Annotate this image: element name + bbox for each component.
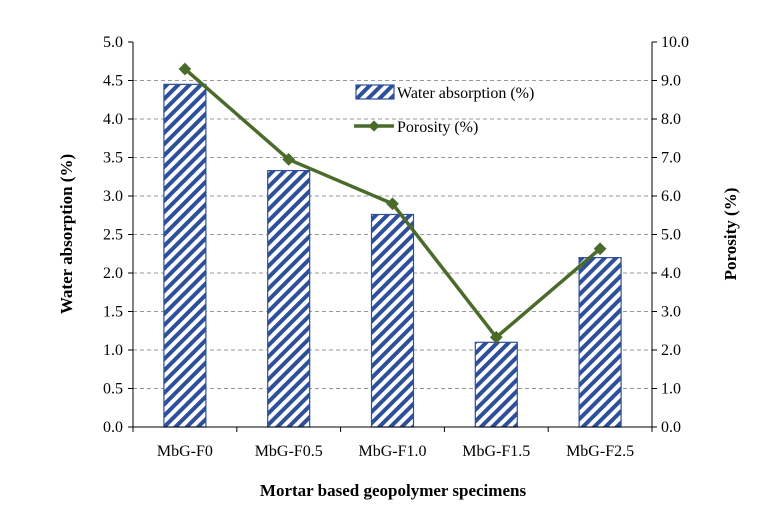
- y2-tick-label: 6.0: [661, 188, 681, 205]
- x-axis-title: Mortar based geopolymer specimens: [260, 481, 527, 500]
- data-point: [282, 153, 296, 166]
- legend-label-porosity: Porosity (%): [397, 119, 478, 136]
- x-tick-label: MbG-F1.0: [358, 443, 426, 460]
- y2-tick-label: 9.0: [661, 73, 681, 90]
- y-tick-label: 1.5: [103, 304, 123, 321]
- y-tick-label: 4.0: [103, 111, 123, 128]
- y2-tick-label: 2.0: [661, 342, 681, 359]
- y2-tick-label: 3.0: [661, 304, 681, 321]
- x-tick-label: MbG-F2.5: [566, 443, 634, 460]
- legend-swatch-water-absorption: [355, 84, 395, 100]
- y-tick-label: 0.0: [103, 419, 123, 436]
- y-tick-label: 2.5: [103, 227, 123, 244]
- y-axis-title: Water absorption (%): [57, 154, 76, 314]
- data-point: [489, 330, 503, 344]
- legend-label-water-absorption: Water absorption (%): [397, 85, 534, 102]
- x-tick-label: MbG-F0: [157, 443, 213, 460]
- y2-axis-title: Porosity (%): [721, 188, 740, 281]
- y-tick-label: 3.5: [103, 150, 123, 167]
- y2-tick-label: 8.0: [661, 111, 681, 128]
- y-tick-label: 3.0: [103, 188, 123, 205]
- bar-series: [163, 83, 622, 428]
- bar: [578, 257, 622, 428]
- y-tick-label: 4.5: [103, 73, 123, 90]
- y2-tick-label: 10.0: [661, 34, 689, 51]
- y-tick-label: 1.0: [103, 342, 123, 359]
- bar: [474, 341, 518, 428]
- x-tick-label: MbG-F1.5: [462, 443, 530, 460]
- y-tick-label: 5.0: [103, 34, 123, 51]
- y2-tick-label: 5.0: [661, 227, 681, 244]
- y-tick-label: 2.0: [103, 265, 123, 282]
- legend-marker-porosity: [368, 120, 380, 132]
- data-point: [178, 62, 192, 76]
- bar: [163, 83, 207, 428]
- y2-tick-label: 0.0: [661, 419, 681, 436]
- x-tick-label: MbG-F0.5: [255, 443, 323, 460]
- y2-tick-label: 4.0: [661, 265, 681, 282]
- y2-tick-label: 1.0: [661, 381, 681, 398]
- bar: [267, 169, 311, 428]
- axes: 0.0 0.5 1.0 1.5 2.0 2.5 3.0 3.5 4.0 4.5 5.0 0.0 1.0 2…: [103, 34, 689, 460]
- y2-tick-label: 7.0: [661, 150, 681, 167]
- legend: Water absorption (%) Porosity (%): [354, 84, 534, 136]
- line-series: [178, 62, 607, 344]
- bar: [370, 213, 415, 428]
- data-point: [386, 197, 399, 211]
- y-tick-label: 0.5: [103, 381, 123, 398]
